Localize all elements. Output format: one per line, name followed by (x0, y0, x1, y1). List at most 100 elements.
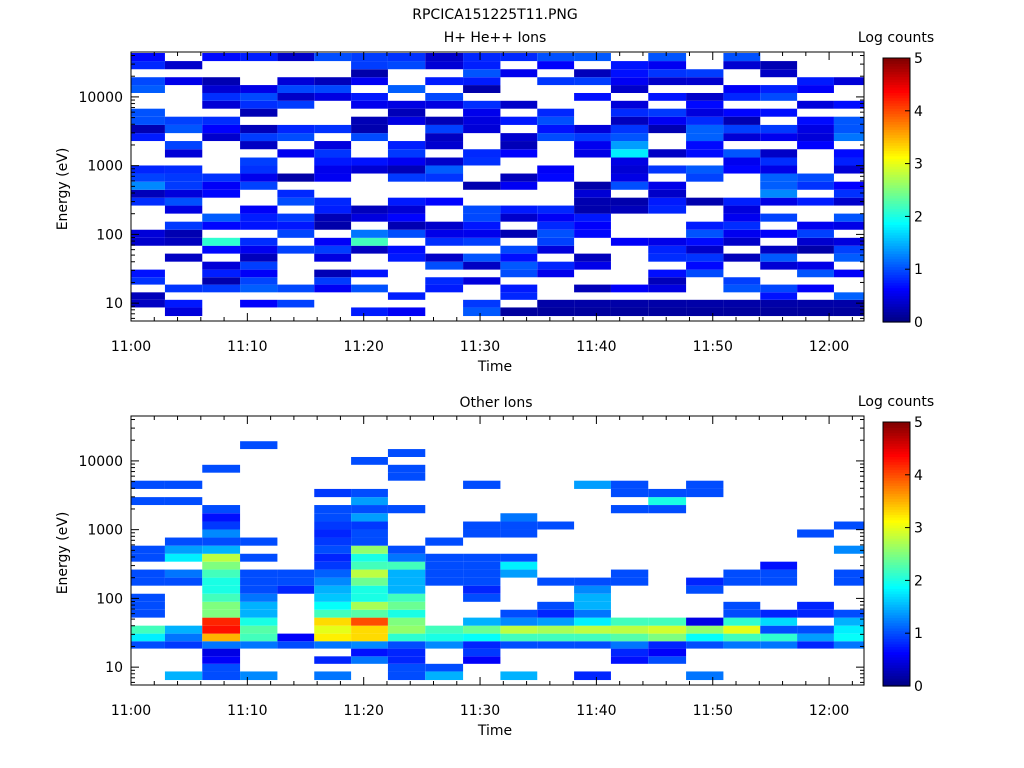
heatmap-cell (351, 561, 388, 570)
colorbar-segment (883, 429, 910, 434)
colorbar-segment (883, 266, 910, 270)
heatmap-cell (500, 141, 538, 150)
heatmap-cell (425, 53, 464, 62)
heatmap-cell (760, 609, 798, 618)
colorbar-segment (883, 245, 910, 249)
heatmap-cell (610, 116, 649, 125)
colorbar-segment (883, 646, 910, 650)
colorbar-segment (883, 171, 910, 175)
heatmap-cell (648, 92, 687, 101)
heatmap-cell (500, 149, 538, 158)
heatmap-cell (797, 181, 834, 190)
heatmap-cell (131, 108, 165, 117)
heatmap-cell (760, 189, 798, 198)
colorbar-segment (883, 440, 910, 444)
panel-2-xlabel: Time (477, 723, 512, 739)
colorbar-segment (883, 229, 910, 233)
heatmap-cell (314, 545, 352, 554)
heatmap-cell (463, 593, 501, 602)
heatmap-cell (610, 149, 649, 158)
heatmap-cell (351, 205, 388, 214)
heatmap-cell (463, 213, 501, 222)
heatmap-cell (164, 197, 203, 206)
colorbar-segment (883, 593, 910, 597)
heatmap-cell (723, 108, 761, 117)
heatmap-cell (387, 553, 426, 562)
heatmap-cell (425, 221, 464, 230)
heatmap-cell (574, 641, 611, 649)
heatmap-cell (240, 577, 278, 586)
heatmap-cell (686, 269, 724, 278)
heatmap-cell (537, 229, 575, 238)
heatmap-cell (686, 671, 724, 681)
colorbar-segment (883, 242, 910, 247)
colorbar-segment (883, 614, 910, 618)
heatmap-cell (164, 141, 203, 150)
heatmap-cell (387, 116, 426, 125)
heatmap-cell (463, 553, 501, 562)
heatmap-cell (686, 124, 724, 134)
heatmap-cell (610, 69, 649, 78)
colorbar-segment (883, 311, 910, 315)
heatmap-cell (463, 633, 501, 642)
heatmap-cell (425, 229, 464, 238)
colorbar-segment (883, 113, 910, 117)
colorbar-segment (883, 102, 910, 107)
heatmap-cell (760, 561, 798, 570)
colorbar-segment (883, 153, 910, 157)
heatmap-cell (314, 165, 352, 174)
colorbar-segment (883, 226, 910, 231)
colorbar-segment (883, 564, 910, 568)
heatmap-cell (797, 284, 834, 293)
colorbar-segment (883, 314, 910, 318)
heatmap-cell (202, 617, 241, 626)
heatmap-cell (648, 648, 687, 657)
x-tick-label: 11:30 (460, 703, 500, 719)
heatmap-cell (240, 53, 278, 62)
colorbar-segment (883, 131, 910, 136)
colorbar-segment (883, 271, 910, 276)
heatmap-cell (686, 165, 724, 174)
heatmap-cell (648, 197, 687, 206)
heatmap-cell (723, 85, 761, 93)
heatmap-cell (833, 213, 864, 222)
heatmap-cell (760, 307, 798, 317)
heatmap-cell (833, 189, 864, 198)
colorbar-segment (883, 543, 910, 547)
heatmap-cell (240, 165, 278, 174)
heatmap-cell (387, 221, 426, 230)
heatmap-cell (425, 261, 464, 270)
colorbar-segment (883, 108, 910, 112)
heatmap-cell (277, 173, 315, 182)
heatmap-cell (686, 141, 724, 150)
y-tick-label: 1000 (87, 159, 123, 175)
heatmap-cell (131, 497, 165, 506)
heatmap-cell (164, 237, 203, 246)
heatmap-cell (833, 124, 864, 134)
x-tick-label: 11:10 (227, 339, 267, 355)
heatmap-cell (131, 269, 165, 278)
heatmap-cell (277, 85, 315, 93)
heatmap-cell (351, 116, 388, 125)
heatmap-cell (164, 77, 203, 86)
heatmap-cell (164, 641, 203, 649)
heatmap-cell (833, 100, 864, 109)
heatmap-cell (648, 149, 687, 158)
colorbar-segment (883, 604, 910, 608)
heatmap-cell (574, 284, 611, 293)
heatmap-cell (648, 116, 687, 125)
colorbar-segment (883, 427, 910, 431)
colorbar-segment (883, 248, 910, 252)
colorbar-segment (883, 155, 910, 159)
heatmap-cell (797, 173, 834, 182)
heatmap-cell (610, 307, 649, 317)
heatmap-cell (833, 569, 864, 578)
heatmap-cell (574, 593, 611, 602)
heatmap-cell (131, 593, 165, 602)
heatmap-cell (131, 173, 165, 182)
heatmap-cell (500, 229, 538, 238)
heatmap-cell (723, 237, 761, 246)
heatmap-cell (463, 585, 501, 594)
heatmap-cell (351, 609, 388, 618)
heatmap-cell (164, 173, 203, 182)
